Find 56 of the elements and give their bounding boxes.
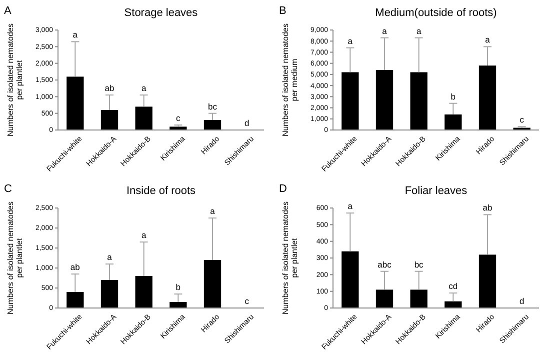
annotation: a (382, 26, 388, 36)
bar (376, 70, 394, 130)
bar (170, 126, 187, 130)
bar (100, 280, 118, 308)
annotation: bc (414, 259, 424, 270)
y-axis-title: Numbers of isolated nematodes per medium (281, 24, 300, 136)
bar (410, 290, 428, 308)
annotation: a (107, 252, 112, 262)
chart-title: Foliar leaves (404, 185, 468, 197)
bar (478, 66, 496, 130)
annotation: abc (378, 259, 392, 270)
annotation: a (141, 230, 146, 240)
annotation: c (244, 296, 250, 306)
annotation: b (176, 282, 181, 292)
annotation: cd (448, 281, 458, 291)
annotation: a (348, 201, 353, 211)
bar (444, 114, 462, 130)
bar (204, 260, 222, 308)
text: A (4, 5, 12, 17)
text: C (4, 183, 12, 195)
bar (410, 72, 428, 130)
annotation: a (485, 34, 490, 45)
annotation: a (348, 36, 353, 46)
y-axis-title: Numbers of isolated nematodes per plantlet (6, 202, 24, 314)
annotation: b (450, 91, 456, 102)
bar (135, 276, 152, 308)
annotation: a (141, 83, 146, 93)
bar (66, 76, 84, 130)
annotation: ab (70, 262, 80, 272)
bar (170, 302, 187, 308)
chart-title: Medium(outside of roots) (375, 7, 497, 19)
annotation: c (520, 114, 525, 125)
y-axis-title: Numbers of isolated nematodes per plantlet (281, 202, 300, 314)
annotation: a (72, 30, 78, 40)
text: B (279, 5, 286, 17)
annotation: ab (104, 83, 114, 93)
bar (204, 120, 222, 130)
bar (135, 106, 152, 130)
annotation: a (210, 206, 216, 216)
bar (376, 290, 394, 308)
chart-title: Storage leaves (124, 7, 198, 19)
bar (100, 110, 118, 130)
annotation: d (244, 118, 250, 128)
annotation: ab (482, 202, 492, 213)
y-axis-title: Numbers of isolated nematodes per plantlet (6, 24, 24, 136)
annotation: bc (208, 101, 218, 112)
bar (66, 292, 84, 308)
chart-title: Inside of roots (126, 185, 196, 197)
text: D (279, 183, 287, 195)
annotation: a (416, 26, 422, 36)
annotation: c (176, 113, 182, 123)
bar (444, 301, 462, 308)
bar (478, 254, 496, 308)
bar (342, 251, 359, 308)
annotation: d (519, 296, 524, 306)
bar (342, 72, 359, 130)
